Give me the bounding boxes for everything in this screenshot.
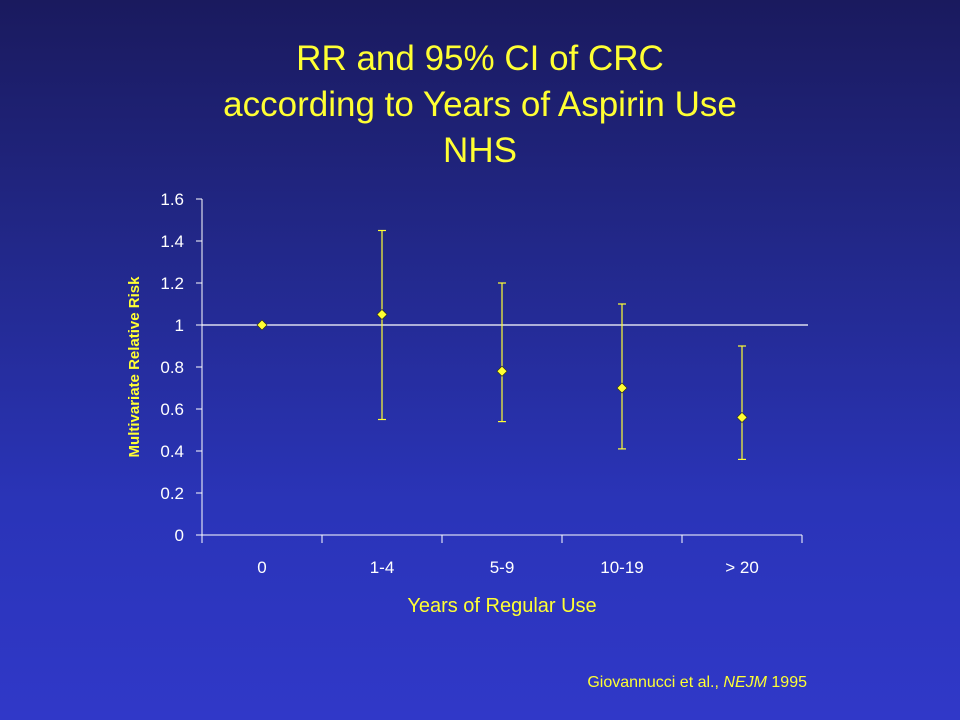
y-tick-label: 1 (175, 316, 184, 335)
citation-journal: NEJM (723, 674, 767, 691)
slide-title: RR and 95% CI of CRC according to Years … (0, 36, 960, 174)
title-line-3: NHS (443, 131, 517, 170)
data-point (616, 382, 628, 394)
data-point (496, 365, 508, 377)
x-tick-label: 10-19 (600, 558, 643, 577)
data-point (376, 309, 388, 320)
y-tick-label: 0.4 (160, 442, 184, 461)
x-tick-label: > 20 (725, 558, 759, 577)
x-axis-title: Years of Regular Use (407, 595, 596, 617)
data-point (736, 411, 748, 423)
y-axis-title: Multivariate Relative Risk (126, 276, 143, 458)
x-tick-label: 5-9 (490, 558, 515, 577)
y-tick-label: 1.2 (160, 274, 184, 293)
x-tick-label: 0 (257, 558, 266, 577)
x-tick-label: 1-4 (370, 558, 395, 577)
citation-year: 1995 (766, 674, 807, 691)
citation-authors: Giovannucci et al., (587, 674, 724, 691)
y-tick-label: 0.6 (160, 400, 184, 419)
title-line-2: according to Years of Aspirin Use (223, 85, 737, 124)
data-point (256, 319, 268, 331)
y-tick-label: 0 (175, 526, 184, 545)
y-tick-label: 1.4 (160, 232, 184, 251)
y-tick-label: 0.2 (160, 484, 184, 503)
y-tick-label: 1.6 (160, 190, 184, 209)
title-line-1: RR and 95% CI of CRC (296, 39, 664, 78)
y-tick-label: 0.8 (160, 358, 184, 377)
citation: Giovannucci et al., NEJM 1995 (587, 674, 807, 692)
